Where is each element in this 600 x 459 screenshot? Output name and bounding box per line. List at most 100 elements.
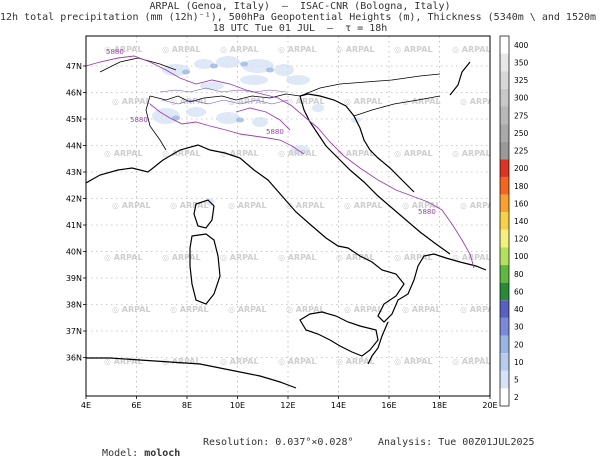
longitude-label: 12E [280, 401, 295, 410]
colorbar-label: 60 [514, 287, 524, 296]
colorbar-swatch [500, 71, 509, 89]
latitude-label: 42N [66, 195, 82, 204]
colorbar-swatch [500, 353, 509, 371]
colorbar-swatch [500, 53, 509, 72]
watermark: ◎ ARPAL [170, 305, 209, 314]
header-line-1: ARPAL (Genoa, Italy) – ISAC-CNR (Bologna… [149, 1, 451, 12]
geopotential-5880-contour [86, 55, 475, 269]
precip-patch [236, 117, 244, 123]
colorbar-label: 80 [514, 270, 524, 279]
latitude-label: 36N [66, 354, 82, 363]
watermark: ◎ ARPAL [394, 253, 433, 262]
latitude-label: 43N [66, 168, 82, 177]
watermark: ◎ ARPAL [286, 97, 325, 106]
watermark: ◎ ARPAL [162, 253, 201, 262]
colorbar: 400 350 325 300 275 250 225 200 180 160 140 120 100 8… [499, 35, 529, 407]
latitude-label: 40N [66, 248, 82, 257]
colorbar-label: 275 [514, 111, 529, 120]
watermark: ◎ ARPAL [460, 97, 499, 106]
longitude-labels: 4E 6E 8E 10E 12E 14E 16E 18E 20E [81, 396, 498, 410]
latitude-label: 45N [66, 115, 82, 124]
colorbar-swatch [500, 317, 509, 336]
watermark: ◎ ARPAL [336, 149, 375, 158]
colorbar-label: 40 [514, 305, 524, 314]
watermark: ◎ ARPAL [336, 357, 375, 366]
watermark: ◎ ARPAL [278, 149, 317, 158]
watermark: ◎ ARPAL [104, 45, 143, 54]
latitude-labels: 47N 46N 45N 44N 43N 42N 41N 40N 39N 38N 37N 36N [66, 62, 86, 363]
watermark: ◎ ARPAL [112, 97, 151, 106]
colorbar-label: 325 [514, 76, 529, 85]
watermark: ◎ ARPAL [344, 305, 383, 314]
watermark: ◎ ARPAL [344, 97, 383, 106]
latitude-label: 41N [66, 221, 82, 230]
colorbar-swatch [500, 36, 509, 54]
longitude-label: 10E [230, 401, 245, 410]
watermark: ◎ ARPAL [394, 45, 433, 54]
precip-patch [210, 63, 218, 69]
precip-patch [286, 75, 310, 85]
watermark: ◎ ARPAL [228, 97, 267, 106]
coastlines [86, 61, 487, 389]
colorbar-swatch [500, 265, 509, 283]
contour-label: 5880 [418, 208, 436, 216]
watermark: ◎ ARPAL [228, 305, 267, 314]
contour-label: 5880 [266, 128, 284, 136]
longitude-label: 4E [81, 401, 91, 410]
latitude-label: 47N [66, 62, 82, 71]
watermark: ◎ ARPAL [452, 149, 491, 158]
watermark: ◎ ARPAL [104, 149, 143, 158]
colorbar-swatch [500, 106, 509, 125]
header-line-3: 18 UTC Tue 01 JUL – τ = 18h [212, 23, 388, 34]
colorbar-swatch [500, 282, 509, 301]
colorbar-label: 140 [514, 217, 529, 226]
precip-patch [240, 61, 248, 67]
watermark: ◎ ARPAL [162, 149, 201, 158]
precip-patch [182, 69, 190, 75]
watermark: ◎ ARPAL [394, 149, 433, 158]
longitude-label: 16E [381, 401, 396, 410]
precip-patch [216, 56, 240, 68]
watermark: ◎ ARPAL [112, 201, 151, 210]
watermark: ◎ ARPAL [336, 45, 375, 54]
precip-patch [266, 67, 274, 73]
colorbar-label: 180 [514, 182, 529, 191]
colorbar-label: 10 [514, 358, 524, 367]
precip-patch [216, 112, 240, 124]
colorbar-swatch [500, 300, 509, 318]
longitude-label: 20E [482, 401, 497, 410]
watermark: ◎ ARPAL [220, 149, 259, 158]
gridlines [86, 36, 490, 396]
watermark: ◎ ARPAL [336, 253, 375, 262]
watermark: ◎ ARPAL [104, 357, 143, 366]
precip-patch [312, 104, 324, 112]
footer-analysis: Analysis: Tue 00Z01JUL2025 [378, 437, 535, 448]
colorbar-label: 350 [514, 58, 529, 67]
contour-label: 5880 [130, 116, 148, 124]
watermark: ◎ ARPAL [286, 305, 325, 314]
colorbar-swatch [500, 159, 509, 177]
colorbar-swatch [500, 88, 509, 107]
precip-patch [186, 107, 206, 117]
colorbar-label: 120 [514, 235, 529, 244]
watermark: ◎ ARPAL [394, 357, 433, 366]
colorbar-swatch [500, 176, 509, 195]
watermark: ◎ ARPAL [220, 45, 259, 54]
watermark: ◎ ARPAL [228, 201, 267, 210]
precip-patch [252, 117, 268, 127]
longitude-label: 6E [131, 401, 141, 410]
footer-resolution: Resolution: 0.037°×0.028° [203, 437, 354, 448]
colorbar-swatch [500, 247, 509, 266]
colorbar-label: 200 [514, 164, 529, 173]
colorbar-label: 160 [514, 199, 529, 208]
precip-patch [172, 115, 180, 121]
watermark: ◎ ARPAL [452, 45, 491, 54]
watermark: ◎ ARPAL [112, 305, 151, 314]
watermark: ◎ ARPAL [278, 357, 317, 366]
contour-label: 5880 [106, 48, 124, 56]
footer-model: Model: moloch [90, 437, 180, 459]
watermark: ◎ ARPAL [104, 253, 143, 262]
watermark: ◎ ARPAL [220, 357, 259, 366]
colorbar-label: 30 [514, 323, 524, 332]
precip-patch [242, 59, 274, 73]
